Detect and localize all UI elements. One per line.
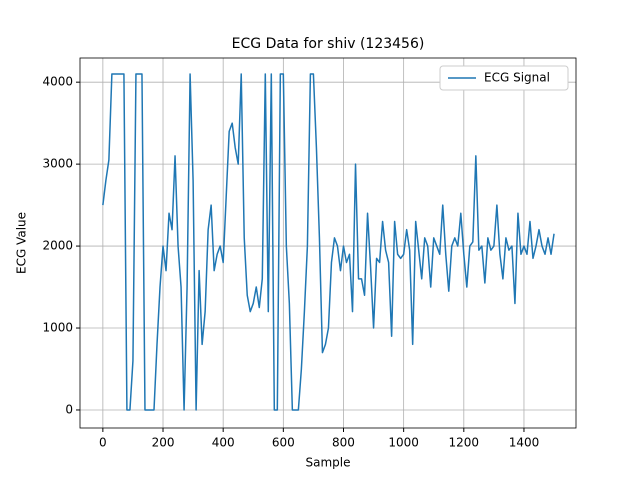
x-tick-label: 200 (152, 436, 175, 450)
y-tick-label: 4000 (42, 75, 73, 89)
x-tick-label: 1400 (509, 436, 540, 450)
x-tick-label: 800 (332, 436, 355, 450)
y-tick-label: 2000 (42, 239, 73, 253)
x-tick-label: 600 (272, 436, 295, 450)
chart-title: ECG Data for shiv (123456) (232, 36, 425, 52)
x-tick-label: 1200 (449, 436, 480, 450)
line-series (102, 73, 555, 411)
x-tick-label: 1000 (388, 436, 419, 450)
plot-frame (79, 57, 577, 429)
legend-box (439, 65, 569, 91)
legend-label: ECG Signal (484, 71, 550, 85)
y-tick-label: 1000 (42, 321, 73, 335)
x-axis-label: Sample (306, 456, 351, 470)
x-tick-label: 0 (99, 436, 107, 450)
x-tick-label: 400 (212, 436, 235, 450)
y-tick-label: 3000 (42, 157, 73, 171)
y-tick-label: 0 (65, 402, 73, 416)
y-axis-label: ECG Value (15, 212, 29, 274)
